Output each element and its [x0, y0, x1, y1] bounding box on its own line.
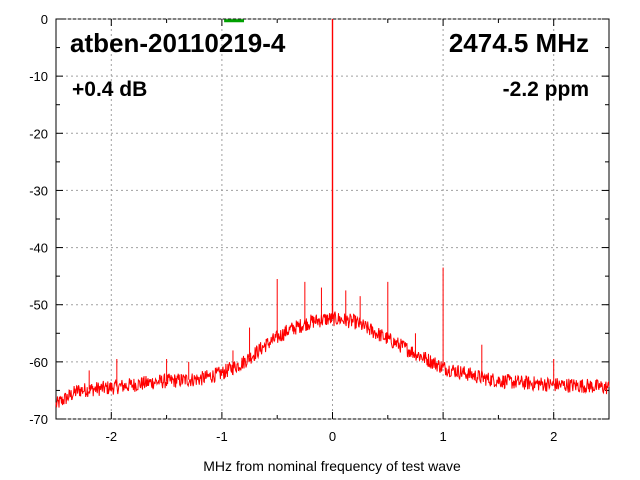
y-tick-label: 0	[41, 12, 48, 27]
tick-labels: -2 -1 0 1 20-10-20-30-40-50-60-70	[29, 12, 557, 444]
x-tick-label: -1	[216, 429, 228, 444]
x-axis-label: MHz from nominal frequency of test wave	[203, 458, 461, 474]
x-tick-label: 2	[550, 429, 557, 444]
x-tick-label: -2	[106, 429, 118, 444]
y-tick-label: -50	[29, 298, 48, 313]
y-tick-label: -40	[29, 241, 48, 256]
y-tick-label: -70	[29, 412, 48, 427]
device-annotation: atben-20110219-4	[70, 28, 286, 58]
x-tick-label: 1	[439, 429, 446, 444]
y-tick-label: -60	[29, 355, 48, 370]
spectrum-series	[55, 19, 610, 408]
y-tick-label: -20	[29, 126, 48, 141]
x-tick-label: 0	[329, 429, 336, 444]
frequency-annotation: 2474.5 MHz	[449, 28, 589, 58]
offset-annotation: -2.2 ppm	[503, 78, 589, 101]
y-tick-label: -30	[29, 183, 48, 198]
level-annotation: +0.4 dB	[72, 78, 147, 101]
axis-ticks	[55, 18, 610, 420]
y-tick-label: -10	[29, 69, 48, 84]
